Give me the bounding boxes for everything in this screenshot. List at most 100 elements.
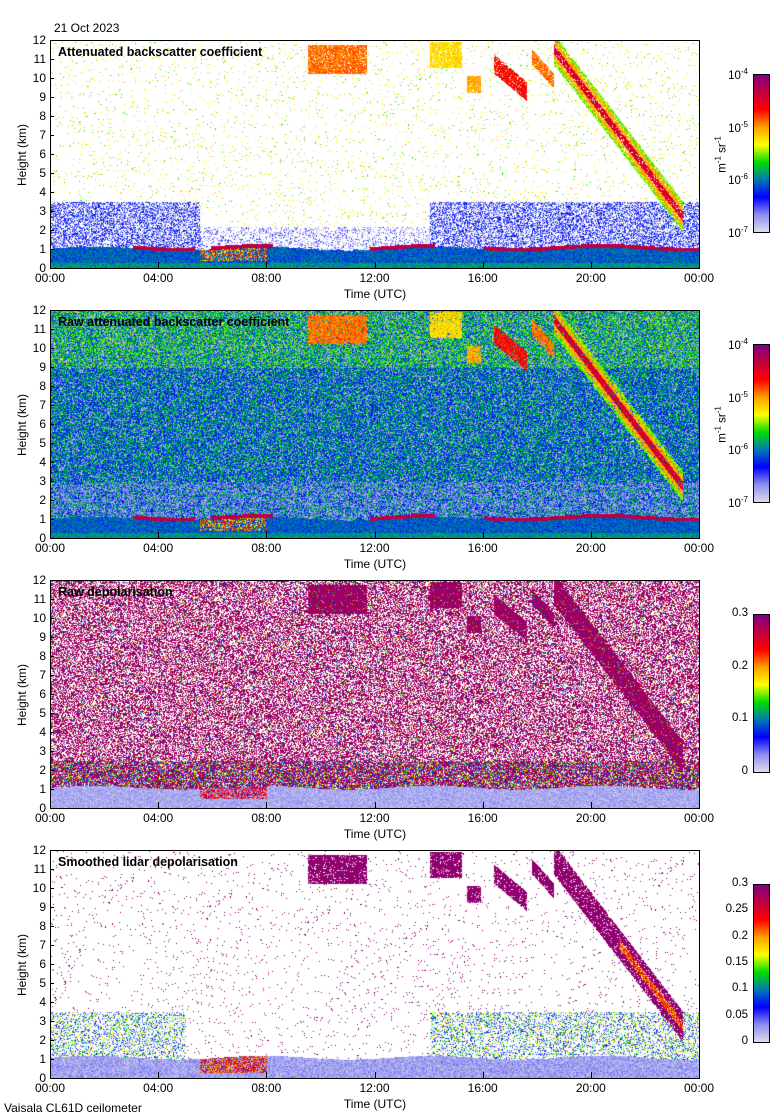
y-tick-label: 11 <box>33 322 46 336</box>
x-tick-mark <box>482 532 484 538</box>
x-tick-label: 00:00 <box>34 1081 66 1095</box>
y-tick-mark <box>50 97 54 98</box>
colorbar <box>753 614 770 773</box>
colorbar-tick-label: 0.3 <box>703 607 748 619</box>
y-tick-label: 9 <box>39 360 46 374</box>
y-tick-mark <box>50 462 54 463</box>
unit-m: m <box>716 432 729 443</box>
colorbar-unit-label: m-1 sr-1 <box>714 114 729 194</box>
y-tick-mark <box>50 424 54 425</box>
y-tick-mark <box>50 808 54 809</box>
y-axis-label: Height (km) <box>15 123 29 186</box>
x-tick-mark <box>266 802 268 808</box>
y-tick-label: 1 <box>39 242 46 256</box>
x-tick-label: 20:00 <box>575 541 606 555</box>
y-tick-label: 10 <box>32 611 46 625</box>
tick-base: 0.3 <box>732 877 748 889</box>
tick-exponent: -6 <box>740 172 748 182</box>
y-tick-label: 7 <box>39 128 46 142</box>
y-tick-mark <box>50 770 54 771</box>
y-tick-mark <box>50 926 54 927</box>
y-tick-mark <box>50 310 54 311</box>
y-tick-label: 5 <box>39 706 46 720</box>
y-tick-label: 4 <box>39 725 46 739</box>
y-tick-mark <box>50 78 54 79</box>
unit-sr: sr <box>716 142 729 153</box>
x-tick-label: 04:00 <box>143 1081 174 1095</box>
x-tick-label: 04:00 <box>143 271 174 285</box>
colorbar-tick-label: 0.1 <box>703 982 748 994</box>
plot-area-1: Raw attenuated backscatter coefficient <box>50 310 700 539</box>
unit-m-exp: -1 <box>713 155 723 163</box>
tick-exponent: -7 <box>740 225 748 234</box>
colorbar-tick-label: 0.2 <box>703 660 748 672</box>
y-tick-label: 12 <box>32 843 46 857</box>
y-tick-mark <box>50 983 54 984</box>
y-tick-label: 6 <box>39 417 46 431</box>
y-tick-label: 8 <box>39 109 46 123</box>
y-tick-label: 11 <box>33 52 46 66</box>
x-tick-mark <box>158 262 160 268</box>
y-tick-mark <box>50 789 54 790</box>
x-tick-mark <box>699 802 700 808</box>
y-tick-mark <box>50 732 54 733</box>
y-tick-mark <box>50 519 54 520</box>
tick-exponent: -4 <box>740 337 748 346</box>
y-tick-label: 0 <box>39 1071 46 1085</box>
y-tick-label: 9 <box>39 630 46 644</box>
y-tick-mark <box>50 443 54 444</box>
heatmap-canvas <box>51 311 699 538</box>
colorbar-tick-label: 10-5 <box>703 120 748 135</box>
x-tick-mark <box>590 532 592 538</box>
heatmap-canvas <box>51 851 699 1078</box>
colorbar-unit-label: m-1 sr-1 <box>714 384 729 464</box>
y-tick-mark <box>50 964 54 965</box>
x-tick-mark <box>590 262 592 268</box>
y-tick-label: 10 <box>32 71 46 85</box>
unit-sr: sr <box>716 412 729 423</box>
y-tick-mark <box>50 713 54 714</box>
y-tick-label: 2 <box>39 223 46 237</box>
tick-exponent: -5 <box>740 389 748 399</box>
y-tick-label: 6 <box>39 147 46 161</box>
x-tick-mark <box>374 802 376 808</box>
y-tick-label: 5 <box>39 436 46 450</box>
x-tick-mark <box>590 1072 592 1078</box>
colorbar <box>753 344 770 503</box>
x-tick-label: 08:00 <box>251 811 282 825</box>
y-tick-mark <box>50 173 54 174</box>
y-tick-mark <box>50 945 54 946</box>
colorbar-tick-label: 0.3 <box>703 877 748 889</box>
colorbar-tick-label: 0.25 <box>703 903 748 915</box>
y-tick-label: 3 <box>39 744 46 758</box>
y-tick-mark <box>50 675 54 676</box>
instrument-label: Vaisala CL61D ceilometer <box>4 1101 142 1115</box>
plot-area-2: Raw depolarisation <box>50 580 700 809</box>
y-tick-mark <box>50 500 54 501</box>
x-tick-mark <box>50 802 51 808</box>
y-tick-mark <box>50 329 54 330</box>
colorbar <box>753 884 770 1043</box>
y-tick-label: 9 <box>39 90 46 104</box>
y-tick-label: 3 <box>39 474 46 488</box>
colorbar-tick-label: 10-6 <box>703 172 748 187</box>
y-tick-mark <box>50 694 54 695</box>
y-tick-label: 7 <box>39 398 46 412</box>
tick-exponent: -6 <box>740 442 748 452</box>
tick-base: 0.15 <box>725 956 748 968</box>
y-tick-mark <box>50 1002 54 1003</box>
x-tick-label: 08:00 <box>251 1081 282 1095</box>
tick-base: 0 <box>741 765 748 777</box>
y-tick-mark <box>50 154 54 155</box>
x-tick-label: 12:00 <box>359 541 390 555</box>
y-tick-label: 5 <box>39 976 46 990</box>
y-tick-mark <box>50 386 54 387</box>
x-tick-mark <box>374 532 376 538</box>
y-tick-mark <box>50 268 54 269</box>
x-tick-mark <box>699 1072 700 1078</box>
colorbar-tick-label: 0.15 <box>703 956 748 968</box>
y-tick-mark <box>50 1040 54 1041</box>
y-tick-label: 11 <box>33 862 46 876</box>
x-tick-mark <box>482 802 484 808</box>
x-tick-mark <box>374 262 376 268</box>
